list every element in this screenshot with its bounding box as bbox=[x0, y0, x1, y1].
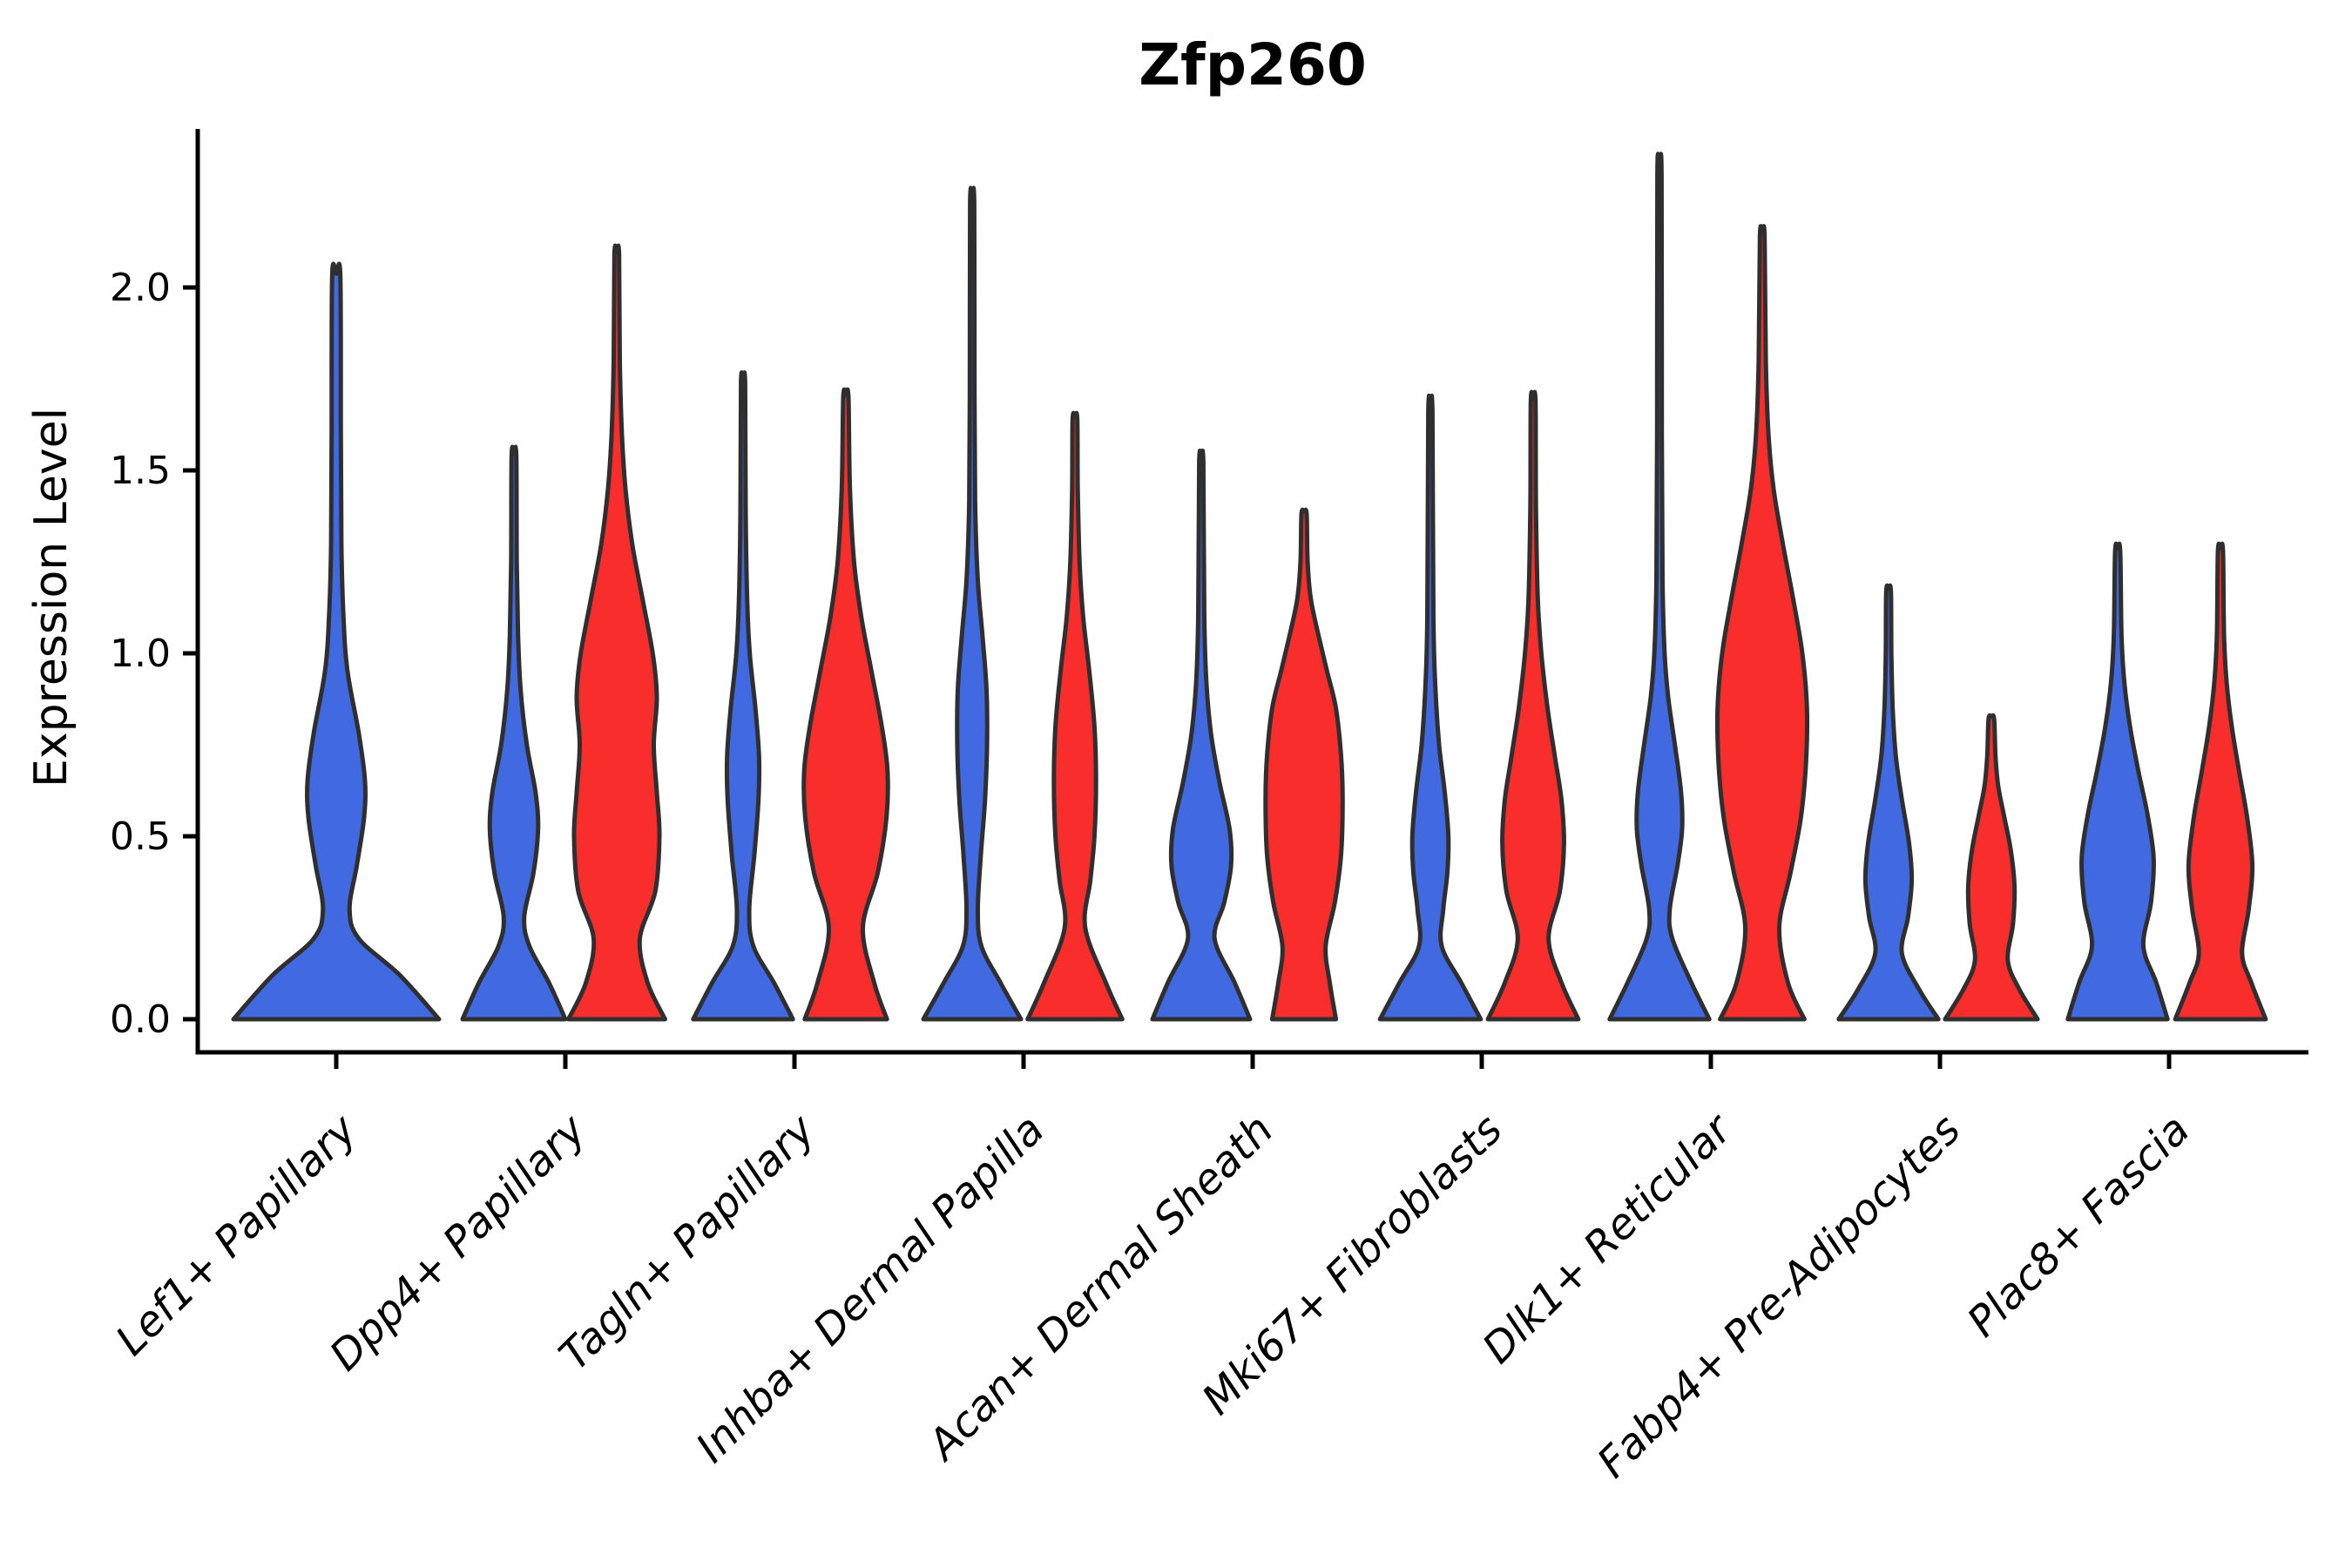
violin-acan-dermal-sheath-blue bbox=[1150, 449, 1253, 1022]
chart-title: Zfp260 bbox=[1139, 31, 1367, 98]
violin-acan-dermal-sheath-red bbox=[1263, 507, 1345, 1022]
violin-dlk1-reticular-red bbox=[1714, 224, 1810, 1022]
x-tick-label-plac8-fascia: Plac8+ Fascia bbox=[1958, 1105, 2200, 1347]
violin-dlk1-reticular-blue bbox=[1607, 152, 1712, 1022]
violin-mki67-fibroblasts-blue bbox=[1377, 393, 1484, 1022]
violin-tagln-papillary-red bbox=[801, 387, 890, 1022]
violins-layer bbox=[231, 152, 2268, 1022]
y-tick-label-1.5: 1.5 bbox=[110, 449, 171, 493]
x-tick-label-tagln-papillary: Tagln+ Papillary bbox=[550, 1105, 825, 1380]
y-tick-label-2.0: 2.0 bbox=[110, 266, 171, 310]
violin-plac8-fascia-red bbox=[2173, 541, 2268, 1022]
x-tick-label-dlk1-reticular: Dlk1+ Reticular bbox=[1473, 1104, 1743, 1374]
y-axis-label: Expression Level bbox=[25, 408, 78, 787]
violin-mki67-fibroblasts-red bbox=[1485, 389, 1581, 1022]
violin-inhba-dermal-papilla-blue bbox=[921, 186, 1024, 1022]
violin-fabp4-pre-adipocytes-blue bbox=[1836, 583, 1941, 1022]
violin-tagln-papillary-blue bbox=[691, 370, 795, 1022]
y-tick-label-1.0: 1.0 bbox=[110, 632, 171, 676]
axes: 0.0 0.5 1.0 1.5 2.0 bbox=[110, 129, 2308, 1069]
x-tick-label-dpp4-papillary: Dpp4+ Papillary bbox=[321, 1105, 596, 1380]
violin-dpp4-papillary-red bbox=[566, 243, 667, 1022]
violin-lef1-papillary-blue bbox=[231, 261, 442, 1022]
y-tick-label-0.5: 0.5 bbox=[110, 814, 171, 859]
violin-fabp4-pre-adipocytes-red bbox=[1943, 713, 2040, 1022]
y-tick-label-0.0: 0.0 bbox=[110, 997, 171, 1042]
violin-dpp4-papillary-blue bbox=[460, 444, 568, 1022]
violin-plac8-fascia-blue bbox=[2065, 541, 2170, 1022]
x-tick-label-lef1-papillary: Lef1+ Papillary bbox=[106, 1105, 367, 1365]
x-tick-label-fabp4-pre-adipocytes: Fabp4+ Pre-Adipocytes bbox=[1588, 1105, 1970, 1488]
violin-inhba-dermal-papilla-red bbox=[1025, 410, 1125, 1022]
